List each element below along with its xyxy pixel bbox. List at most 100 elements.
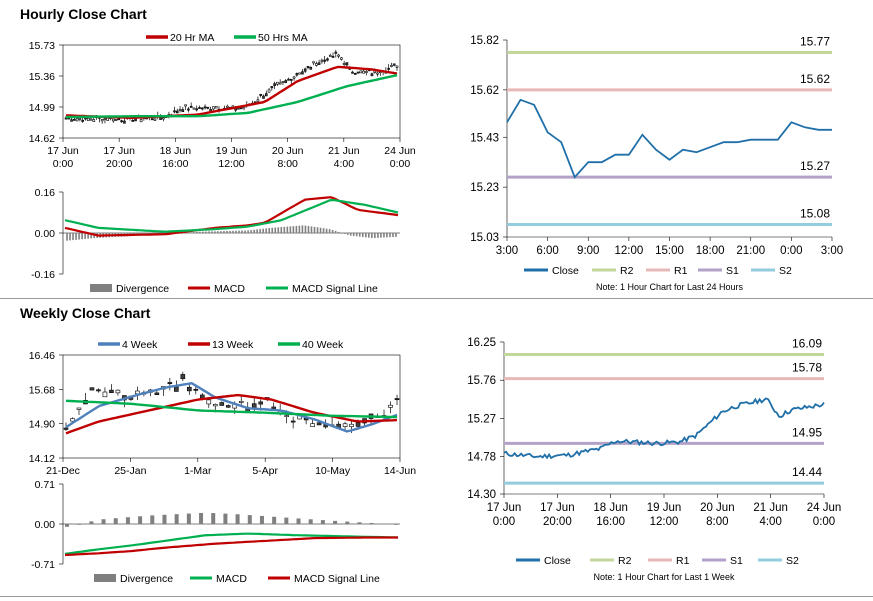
candle-body [328, 54, 332, 57]
divergence-bar [247, 230, 249, 233]
candle-body [320, 59, 324, 62]
divergence-bar [199, 231, 201, 233]
x-tick-label: 1-Mar [184, 465, 212, 477]
y-tick-label: 15.43 [470, 132, 499, 144]
divergence-bar [280, 227, 283, 233]
x-tick-label: 0:00 [390, 158, 411, 170]
divergence-bar [286, 226, 289, 233]
divergence-bar [365, 233, 367, 238]
legend-label: MACD [214, 283, 245, 295]
legend-label: S1 [726, 265, 739, 277]
x-tick-label: 10-May [315, 465, 351, 477]
divergence-bar [226, 230, 228, 233]
chart-note: Note: 1 Hour Chart for Last 24 Hours [596, 282, 744, 292]
x-tick-label: 21-Dec [46, 465, 80, 477]
x-tick-label: 6:00 [536, 245, 558, 257]
divergence-bar [374, 233, 376, 239]
candle-body [139, 119, 143, 123]
candle-body [167, 382, 173, 384]
x-tick-label: 15:00 [655, 245, 684, 257]
candle-body [292, 76, 296, 79]
divergence-bar [308, 519, 313, 524]
candle-body [226, 105, 229, 108]
divergence-bar [208, 231, 210, 233]
divergence-bar [343, 233, 346, 234]
candle-body [86, 117, 90, 121]
divergence-bar [369, 522, 374, 524]
divergence-bar [183, 232, 186, 234]
divergence-bar [383, 233, 385, 238]
candle-body [184, 104, 187, 107]
candle-body [298, 72, 301, 75]
close-line [506, 98, 832, 179]
candle-body [131, 119, 135, 122]
candle-body [306, 66, 310, 68]
candle-body [214, 106, 218, 109]
divergence-bar [295, 225, 298, 233]
divergence-bar [289, 226, 292, 233]
pivot-label-r2: 16.09 [792, 336, 822, 350]
candle-body [153, 118, 157, 121]
y-tick-label: 15.23 [470, 182, 499, 194]
x-tick-label: 3:00 [496, 245, 518, 257]
candle-body [114, 118, 118, 121]
bottom-divider [0, 596, 873, 597]
divergence-bar [247, 515, 252, 524]
ma-40week-line [65, 399, 398, 419]
candle-body [173, 110, 176, 113]
candle-body [109, 389, 114, 394]
pivot-label-r2: 15.77 [800, 34, 830, 48]
candle-body [295, 73, 299, 76]
x-tick-label: 19 Jun [216, 145, 248, 157]
candle-body [219, 402, 225, 406]
candle-body [134, 118, 137, 122]
macd-signal-line [64, 536, 398, 557]
divergence-bar [174, 514, 179, 524]
hourly-macd-chart: 0.16 0.00 -0.16 Divergence MACD MACD Signal L… [31, 187, 400, 295]
x-tick-label: 18 Jun [593, 502, 628, 514]
divergence-bar [322, 228, 325, 233]
legend-swatch [94, 574, 116, 582]
candle-body [317, 62, 321, 65]
x-tick-label: 18:00 [696, 245, 725, 257]
candle-body [290, 420, 296, 423]
candle-body [359, 70, 363, 74]
candle-body [271, 406, 276, 410]
x-tick-label: 17 Jun [103, 145, 135, 157]
divergence-bar [380, 233, 382, 238]
x-tick-label: 0:00 [813, 516, 835, 528]
candle-body [154, 392, 160, 395]
divergence-bar [272, 516, 277, 524]
candle-body [284, 415, 289, 418]
candle-body [278, 82, 282, 85]
candle-body [75, 118, 79, 122]
divergence-bar [186, 232, 189, 234]
y-tick-label: 14.99 [29, 102, 55, 114]
y-tick-label: -0.16 [31, 269, 55, 281]
candle-body [349, 423, 354, 427]
divergence-bar [69, 233, 71, 241]
divergence-bar [389, 233, 391, 238]
candle-body [390, 65, 393, 67]
legend-label: 50 Hrs MA [258, 32, 308, 44]
candle-body [356, 71, 360, 74]
divergence-bar [259, 515, 264, 524]
legend-label: Divergence [120, 573, 173, 585]
pivot-label-r1: 15.78 [792, 361, 822, 375]
y-tick-label: 15.62 [470, 85, 499, 97]
x-tick-label: 16:00 [162, 158, 188, 170]
weekly-section-title: Weekly Close Chart [20, 305, 151, 321]
candle-body [175, 110, 179, 114]
x-tick-label: 17 Jun [540, 502, 575, 514]
divergence-bar [277, 227, 280, 233]
legend-label: R2 [620, 265, 634, 277]
legend-swatch [90, 284, 112, 292]
candle-body [70, 418, 75, 422]
candle-body [200, 107, 204, 110]
x-tick-label: 14-Jun [384, 465, 416, 477]
divergence-bar [150, 515, 155, 524]
divergence-bar [202, 231, 204, 233]
x-tick-label: 20 Jun [272, 145, 304, 157]
